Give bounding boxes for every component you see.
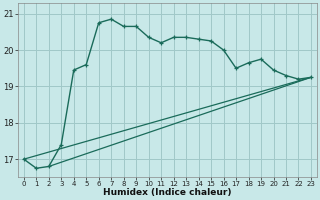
X-axis label: Humidex (Indice chaleur): Humidex (Indice chaleur)	[103, 188, 232, 197]
